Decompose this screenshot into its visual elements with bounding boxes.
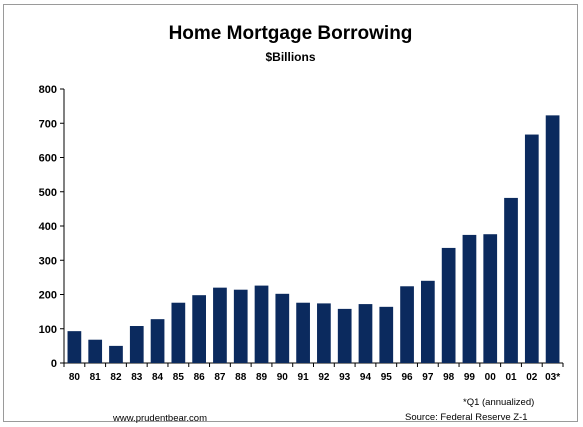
- bar: [150, 319, 165, 363]
- bar: [129, 326, 144, 363]
- bar: [67, 331, 82, 363]
- x-tick-label: 82: [110, 372, 122, 383]
- y-tick-label: 600: [39, 153, 57, 165]
- bar: [317, 303, 331, 363]
- x-tick-label: 02: [526, 372, 538, 383]
- x-tick-label: 98: [443, 372, 455, 383]
- bar: [109, 345, 123, 364]
- bar: [254, 285, 269, 363]
- bar: [420, 280, 435, 363]
- footer-note: *Q1 (annualized): [463, 397, 535, 408]
- x-tick-label: 95: [381, 372, 393, 383]
- x-tick-label: 03*: [545, 372, 560, 383]
- x-tick-label: 83: [131, 372, 143, 383]
- bar: [504, 197, 518, 363]
- y-tick-label: 100: [39, 324, 57, 336]
- x-tick-label: 86: [194, 372, 206, 383]
- x-tick-label: 88: [235, 372, 247, 383]
- bar: [400, 286, 414, 363]
- y-tick-label: 0: [51, 358, 57, 370]
- x-tick-label: 90: [277, 372, 289, 383]
- x-tick-label: 87: [214, 372, 226, 383]
- bar: [171, 302, 186, 363]
- x-tick-label: 01: [505, 372, 517, 383]
- x-tick-label: 84: [152, 372, 164, 383]
- bar: [296, 302, 310, 363]
- y-tick-label: 800: [39, 84, 57, 96]
- y-tick-label: 200: [39, 290, 57, 302]
- x-tick-label: 85: [173, 372, 185, 383]
- x-tick-label: 96: [402, 372, 414, 383]
- bar: [88, 339, 103, 363]
- x-tick-label: 99: [464, 372, 476, 383]
- x-tick-label: 93: [339, 372, 351, 383]
- bar: [192, 295, 206, 363]
- y-tick-label: 400: [39, 221, 57, 233]
- x-tick-label: 97: [422, 372, 434, 383]
- x-tick-label: 94: [360, 372, 372, 383]
- bar: [483, 234, 498, 363]
- bar: [545, 115, 560, 364]
- y-tick-label: 300: [39, 255, 57, 267]
- footer-source: Source: Federal Reserve Z-1: [405, 412, 528, 423]
- footer-website: www.prudentbear.com: [113, 413, 207, 424]
- x-tick-label: 80: [69, 372, 81, 383]
- chart-subtitle: $Billions: [265, 50, 316, 64]
- bar: [275, 293, 290, 363]
- bar: [233, 289, 248, 363]
- x-tick-label: 89: [256, 372, 268, 383]
- x-tick-label: 00: [485, 372, 497, 383]
- x-tick-label: 92: [318, 372, 330, 383]
- chart-title: Home Mortgage Borrowing: [168, 23, 413, 44]
- y-tick-label: 700: [39, 118, 57, 130]
- bar: [213, 287, 227, 363]
- bar: [358, 304, 373, 363]
- bar: [524, 134, 539, 363]
- y-tick-label: 500: [39, 187, 57, 199]
- bar: [379, 306, 394, 363]
- bar: [441, 247, 456, 363]
- x-tick-label: 81: [90, 372, 102, 383]
- x-tick-label: 91: [298, 372, 310, 383]
- bar: [462, 234, 477, 363]
- bar: [337, 308, 352, 363]
